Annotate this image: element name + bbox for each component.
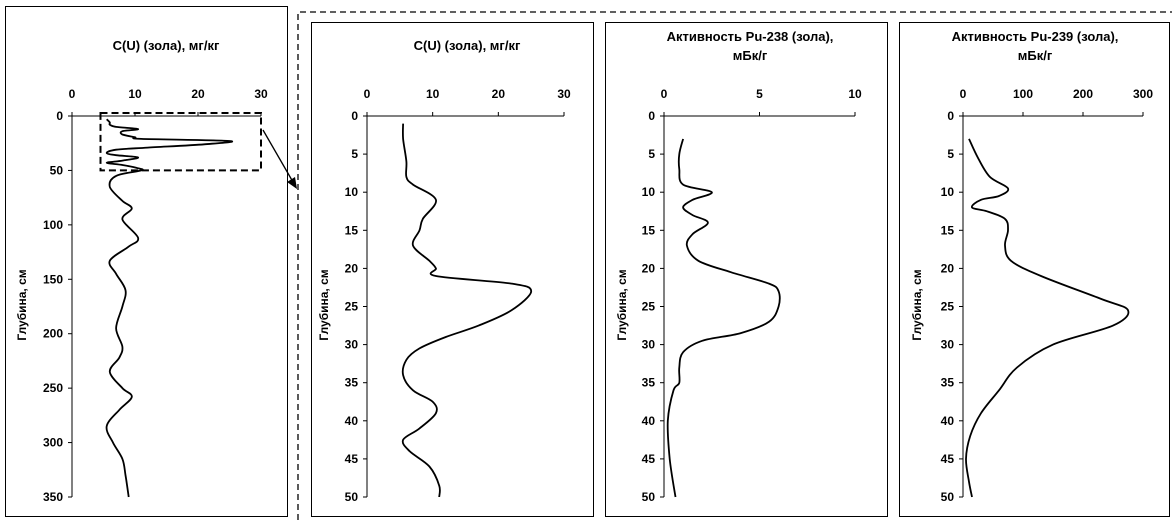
panel-3-x-tick-label: 5 bbox=[756, 87, 763, 101]
panel-2-y-tick-label: 30 bbox=[345, 338, 359, 352]
panel-2-y-label: Глубина, см bbox=[317, 269, 331, 340]
panel-3-x-tick-label: 0 bbox=[661, 87, 668, 101]
panel-2-series-line bbox=[401, 123, 533, 498]
panel-2-y-tick-label: 35 bbox=[345, 376, 359, 390]
panel-4-x-tick-label: 300 bbox=[1133, 87, 1153, 101]
panel-1-x-tick-label: 30 bbox=[254, 87, 268, 101]
panel-2-y-tick-label: 5 bbox=[351, 147, 358, 161]
panel-2-y-tick-label: 15 bbox=[345, 223, 359, 237]
panel-1-x-tick-label: 0 bbox=[69, 87, 76, 101]
zoom-bracket bbox=[297, 11, 1172, 520]
panel-2-y-tick-label: 20 bbox=[345, 261, 359, 275]
panel-4-y-tick-label: 35 bbox=[941, 376, 955, 390]
panel-4-x-tick-label: 200 bbox=[1073, 87, 1093, 101]
panel-4-y-tick-label: 30 bbox=[941, 338, 955, 352]
panel-3-y-tick-label: 25 bbox=[642, 300, 656, 314]
panel-3-frame bbox=[605, 22, 888, 517]
panel-3-series-line bbox=[666, 138, 781, 498]
panel-1-highlight-box bbox=[99, 112, 262, 172]
panel-2-frame bbox=[311, 22, 594, 517]
panel-4-y-tick-label: 0 bbox=[947, 109, 954, 123]
panel-4-title-line-2: мБк/г bbox=[1018, 48, 1053, 63]
panel-1-y-tick-label: 50 bbox=[50, 163, 64, 177]
panel-1-frame bbox=[5, 6, 288, 517]
panel-4-y-tick-label: 50 bbox=[941, 490, 955, 504]
panel-4-x-tick-label: 100 bbox=[1013, 87, 1033, 101]
panel-2-y-tick-label: 10 bbox=[345, 185, 359, 199]
panel-1-y-tick-label: 250 bbox=[43, 381, 63, 395]
panel-3-y-tick-label: 0 bbox=[648, 109, 655, 123]
panel-3-y-tick-label: 40 bbox=[642, 414, 656, 428]
panel-3-y-tick-label: 5 bbox=[648, 147, 655, 161]
panel-4-frame bbox=[899, 22, 1170, 517]
panel-3-y-tick-label: 50 bbox=[642, 490, 656, 504]
panel-1-series-line bbox=[105, 118, 233, 498]
panel-2-y-tick-label: 50 bbox=[345, 490, 359, 504]
panel-3-y-label: Глубина, см bbox=[615, 269, 629, 340]
panel-1-y-tick-label: 0 bbox=[56, 109, 63, 123]
zoom-arrow-line bbox=[262, 129, 294, 183]
panel-4-y-tick-label: 15 bbox=[941, 223, 955, 237]
panel-2-x-tick-label: 30 bbox=[557, 87, 571, 101]
panel-1-y-label: Глубина, см bbox=[15, 269, 29, 340]
panel-3-y-tick-label: 15 bbox=[642, 223, 656, 237]
panel-2-y-tick-label: 40 bbox=[345, 414, 359, 428]
panel-1-title: C(U) (зола), мг/кг bbox=[113, 38, 220, 53]
zoom-arrow-head bbox=[287, 177, 297, 189]
panel-4-y-tick-label: 10 bbox=[941, 185, 955, 199]
panel-2-title: C(U) (зола), мг/кг bbox=[414, 38, 521, 53]
panel-4-y-tick-label: 20 bbox=[941, 261, 955, 275]
panel-4-title-line-1: Активность Pu-239 (зола), bbox=[952, 29, 1119, 44]
panel-1-y-tick-label: 100 bbox=[43, 218, 63, 232]
panel-4-y-tick-label: 5 bbox=[947, 147, 954, 161]
panel-3-y-tick-label: 30 bbox=[642, 338, 656, 352]
panel-3-y-tick-label: 10 bbox=[642, 185, 656, 199]
panel-4-series-line bbox=[965, 138, 1130, 498]
panel-4-y-tick-label: 25 bbox=[941, 300, 955, 314]
panel-2-y-tick-label: 0 bbox=[351, 109, 358, 123]
panel-4-y-tick-label: 45 bbox=[941, 452, 955, 466]
panel-1-y-tick-label: 300 bbox=[43, 436, 63, 450]
panel-1-x-tick-label: 20 bbox=[191, 87, 205, 101]
panel-2-y-tick-label: 25 bbox=[345, 300, 359, 314]
panel-3-y-tick-label: 35 bbox=[642, 376, 656, 390]
panel-4-x-tick-label: 0 bbox=[960, 87, 967, 101]
panel-1-x-tick-label: 10 bbox=[128, 87, 142, 101]
panel-3-title-line-2: мБк/г bbox=[733, 48, 768, 63]
panel-1-y-tick-label: 350 bbox=[43, 490, 63, 504]
panel-4-y-label: Глубина, см bbox=[910, 269, 924, 340]
panel-1-y-tick-label: 150 bbox=[43, 272, 63, 286]
panel-3-title-line-1: Активность Pu-238 (зола), bbox=[667, 29, 834, 44]
panel-2-x-tick-label: 0 bbox=[364, 87, 371, 101]
panel-3-y-tick-label: 20 bbox=[642, 261, 656, 275]
panel-3-y-tick-label: 45 bbox=[642, 452, 656, 466]
panel-2-x-tick-label: 10 bbox=[426, 87, 440, 101]
panel-1-y-tick-label: 200 bbox=[43, 327, 63, 341]
panel-3-x-tick-label: 10 bbox=[848, 87, 862, 101]
panel-4-y-tick-label: 40 bbox=[941, 414, 955, 428]
panel-2-x-tick-label: 20 bbox=[492, 87, 506, 101]
panel-2-y-tick-label: 45 bbox=[345, 452, 359, 466]
